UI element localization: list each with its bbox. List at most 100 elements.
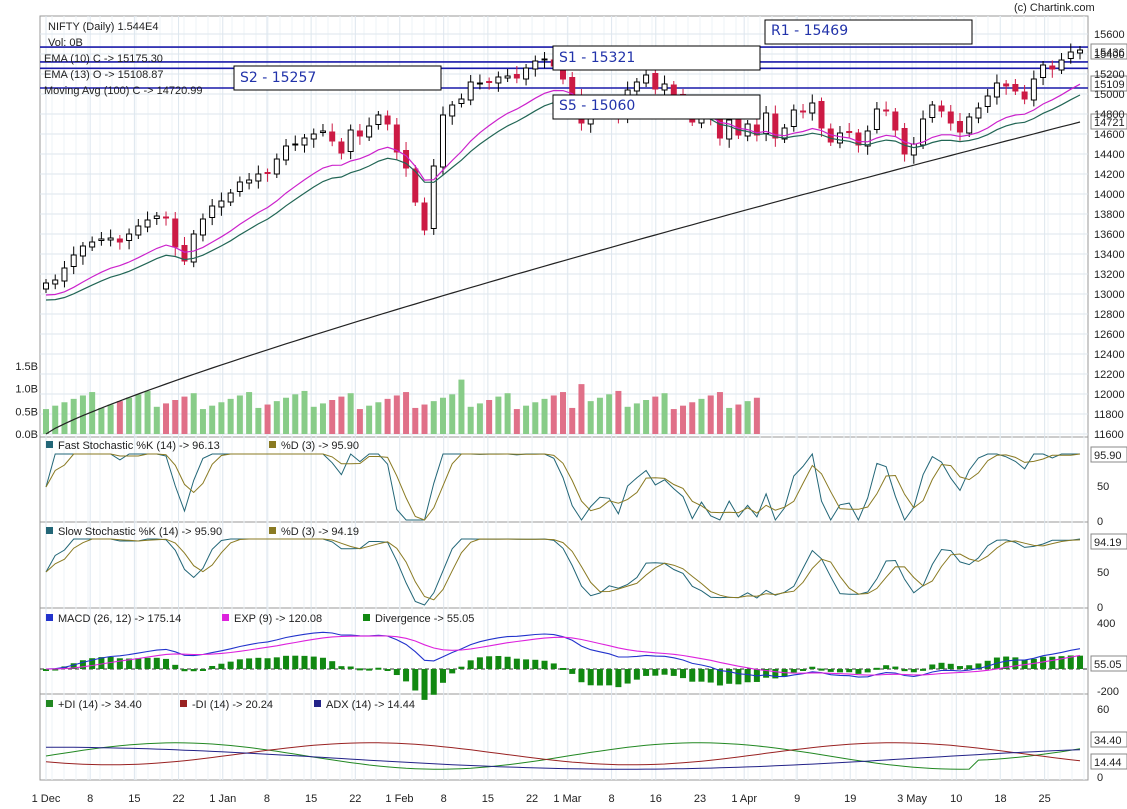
candle-body — [264, 172, 271, 174]
badge-fast-stoch-text: 95.90 — [1094, 450, 1122, 462]
y-tick-label: 12600 — [1094, 329, 1125, 341]
candle-body — [495, 76, 502, 84]
divergence-bar — [1077, 655, 1083, 669]
x-tick-label: 15 — [305, 793, 317, 805]
panel-frame-adx — [39, 693, 1089, 781]
candle-body — [846, 131, 853, 133]
y-tick-label: 14600 — [1094, 129, 1125, 141]
candle-body — [670, 84, 677, 97]
divergence-bar — [920, 668, 927, 671]
candle-body — [569, 77, 576, 96]
divergence-bar — [412, 669, 419, 691]
volume-bar — [310, 406, 317, 434]
fast-d-line — [45, 453, 1081, 521]
volume-bar — [356, 409, 363, 434]
candle-body — [633, 81, 640, 92]
legend-swatch-fast-k — [46, 441, 53, 448]
divergence-bar — [606, 669, 613, 686]
y-tick-label: 13600 — [1094, 229, 1125, 241]
volume-bar — [329, 400, 336, 434]
legend-swatch-pdi — [46, 700, 53, 707]
divergence-bar — [476, 657, 483, 669]
candle-body — [523, 67, 530, 80]
y-tick-label: 13000 — [1094, 289, 1125, 301]
candle-body — [89, 241, 96, 248]
divergence-bar — [661, 669, 668, 675]
candle-body — [98, 238, 105, 241]
candle-body — [181, 245, 188, 262]
y-tick-label: 15200 — [1094, 69, 1125, 81]
volume-bar — [467, 406, 474, 434]
volume-bar — [319, 403, 326, 434]
volume-bar — [144, 390, 151, 434]
volume-bar — [606, 394, 613, 434]
legend-ema10: EMA (10) C -> 15175.30 — [44, 53, 163, 65]
volume-bar — [726, 407, 733, 434]
divergence-bar — [163, 658, 170, 669]
ema10-line — [45, 83, 1081, 296]
x-tick-label: 3 May — [897, 793, 927, 805]
candle-body — [375, 114, 382, 125]
divergence-bar — [329, 661, 336, 669]
candle-body — [384, 115, 391, 125]
volume-bar — [255, 407, 262, 434]
volume-bar — [532, 402, 539, 434]
volume-bar — [587, 401, 594, 434]
ma100-line — [45, 121, 1081, 435]
divergence-bar — [421, 669, 428, 700]
volume-bar — [52, 405, 59, 434]
y-tick-label: 14400 — [1094, 149, 1125, 161]
badge-pdi: 34.40 — [1090, 731, 1127, 748]
divergence-bar — [652, 669, 659, 676]
volume-bar — [107, 404, 114, 434]
legend-divergence: Divergence -> 55.05 — [375, 613, 474, 625]
level-box-s2[interactable]: S2 - 15257 — [233, 65, 442, 91]
divergence-bar — [550, 663, 557, 669]
candle-body — [163, 216, 170, 219]
candle-body — [947, 111, 954, 124]
volume-label: Vol: 0B — [48, 37, 83, 49]
volume-bar — [98, 407, 105, 434]
volume-bar — [246, 392, 253, 434]
candle-body — [892, 111, 899, 131]
level-label-s1: S1 - 15321 — [559, 50, 635, 66]
divergence-bar — [910, 669, 917, 673]
candle-body — [52, 279, 59, 285]
panel-frames — [39, 15, 1089, 781]
divergence-bar — [670, 669, 677, 676]
divergence-bar — [587, 669, 594, 686]
candle-body — [938, 105, 945, 112]
x-tick-label: 8 — [609, 793, 615, 805]
level-box-s1[interactable]: S1 - 15321 — [552, 45, 761, 71]
candle-body — [236, 181, 243, 192]
level-box-r1[interactable]: R1 - 15469 — [764, 19, 973, 45]
candle-body — [292, 143, 299, 146]
candle-body — [486, 81, 493, 83]
volume-bar — [153, 406, 160, 434]
volume-bar — [375, 402, 382, 434]
legend-slow-k: Slow Stochastic %K (14) -> 95.90 — [58, 526, 222, 538]
candle-body — [984, 95, 991, 107]
price-badge-ema: 15109 — [1090, 75, 1127, 92]
candle-body — [1058, 59, 1065, 71]
x-tick-label: 15 — [482, 793, 494, 805]
badge-fast-stoch: 95.90 — [1090, 446, 1127, 463]
badge-slow-stoch-text: 94.19 — [1094, 537, 1122, 549]
divergence-bar — [89, 658, 96, 669]
candle-body — [1012, 84, 1019, 92]
y-tick-label: 15000 — [1094, 89, 1125, 101]
panel-frame-macd — [39, 607, 1089, 695]
volume-bar — [347, 393, 354, 434]
candle-body — [476, 82, 483, 85]
level-box-s5[interactable]: S5 - 15060 — [552, 94, 761, 120]
adx-tick-60: 60 — [1097, 704, 1109, 716]
price-badge-close: 15436 — [1090, 43, 1127, 60]
legend-ema13: EMA (13) O -> 15108.87 — [44, 69, 164, 81]
divergence-bar — [153, 657, 160, 669]
candle-body — [209, 205, 216, 218]
divergence-bar — [984, 660, 991, 669]
volume-tick-label: 0.5B — [15, 406, 38, 418]
y-tick-label: 13800 — [1094, 209, 1125, 221]
volume-bar — [61, 402, 68, 434]
volume-bar — [753, 397, 760, 434]
